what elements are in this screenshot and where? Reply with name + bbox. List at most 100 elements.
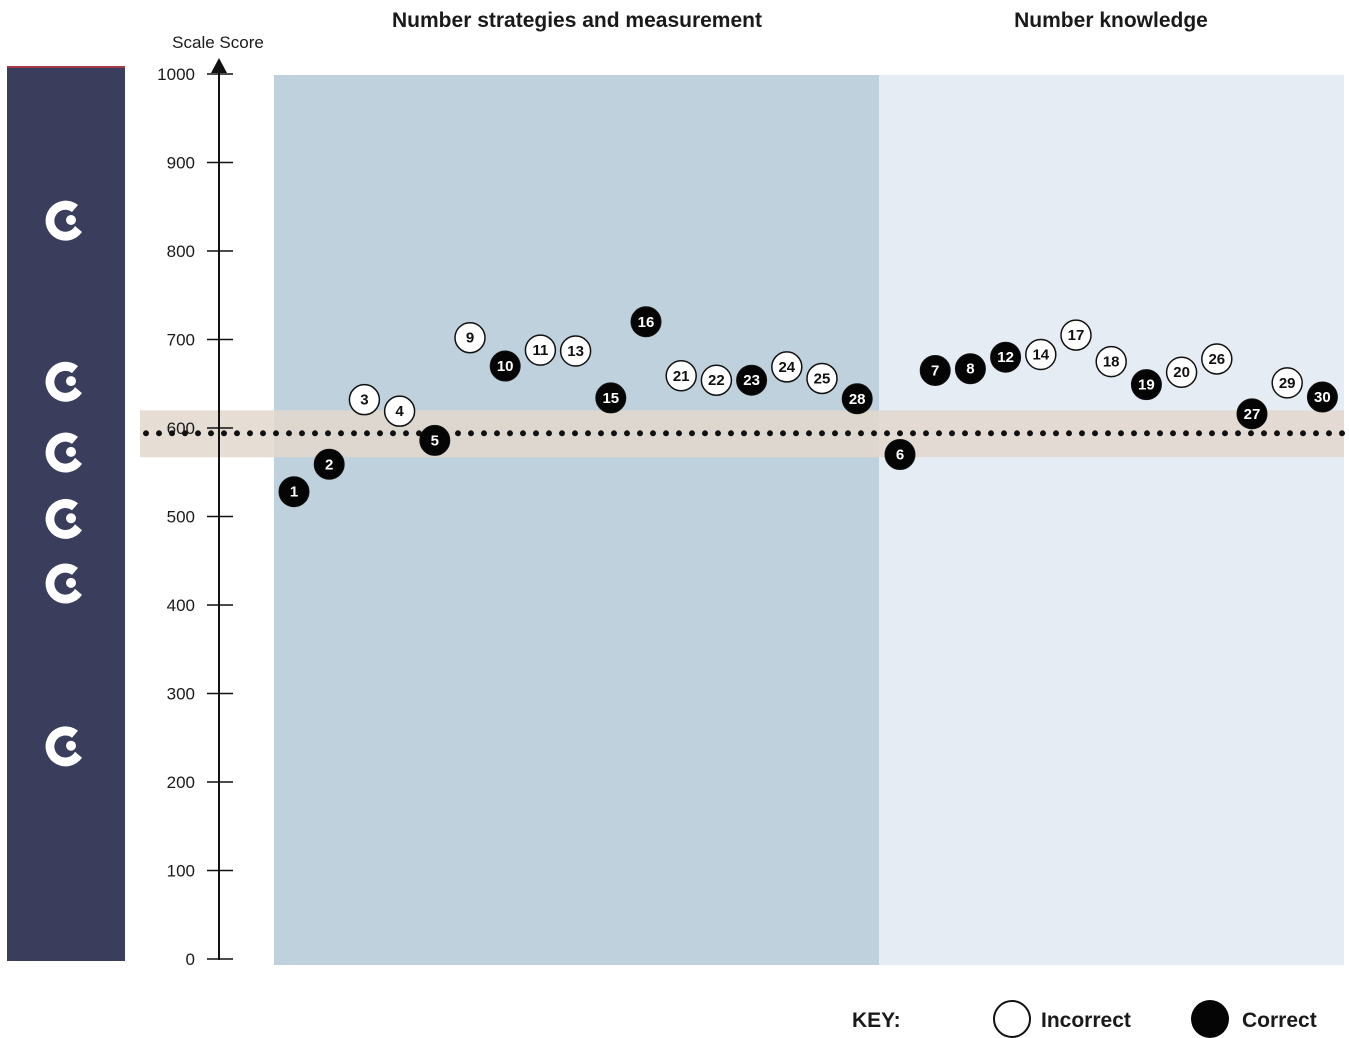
data-point-10: 10 <box>489 350 521 382</box>
data-point-15: 15 <box>595 382 627 414</box>
data-point-label: 30 <box>1314 389 1331 406</box>
data-point-label: 9 <box>466 330 474 347</box>
data-point-20: 20 <box>1165 356 1198 388</box>
data-point-marker <box>595 382 627 414</box>
data-point-label: 15 <box>602 390 619 407</box>
data-point-16: 16 <box>630 306 662 338</box>
section-band-number-strategies <box>274 75 879 965</box>
data-point-marker <box>1201 343 1233 375</box>
data-point-24: 24 <box>771 351 803 383</box>
data-point-marker <box>665 360 697 392</box>
data-point-1: 1 <box>278 476 310 508</box>
data-point-14: 14 <box>1025 338 1057 371</box>
data-point-4: 4 <box>383 395 416 427</box>
y-tick-label: 400 <box>167 596 195 615</box>
data-point-label: 17 <box>1068 327 1085 344</box>
data-point-marker <box>1060 319 1092 351</box>
data-point-25: 25 <box>806 362 838 395</box>
data-point-8: 8 <box>954 353 986 385</box>
data-point-2: 2 <box>313 448 345 480</box>
data-point-label: 26 <box>1208 351 1225 368</box>
data-point-29: 29 <box>1271 367 1303 399</box>
data-point-30: 30 <box>1306 381 1338 413</box>
koru-icon <box>45 361 82 402</box>
data-point-marker <box>771 351 803 383</box>
data-point-marker <box>489 350 521 382</box>
data-point-marker <box>1306 381 1338 413</box>
data-point-5: 5 <box>419 424 451 456</box>
data-point-marker <box>1095 345 1127 378</box>
data-point-marker <box>524 334 557 366</box>
y-tick-label: 1000 <box>157 65 195 84</box>
data-point-marker <box>806 362 838 395</box>
data-point-marker <box>419 424 451 456</box>
data-point-label: 11 <box>532 342 548 359</box>
data-point-6: 6 <box>884 439 916 471</box>
y-tick-label: 0 <box>186 950 195 969</box>
legend-correct-marker <box>1191 1000 1229 1038</box>
data-point-18: 18 <box>1095 345 1127 378</box>
data-point-marker <box>1236 398 1268 430</box>
data-point-27: 27 <box>1236 398 1268 430</box>
data-point-marker <box>1025 338 1057 371</box>
data-point-marker <box>954 353 986 385</box>
data-point-12: 12 <box>990 341 1022 373</box>
curriculum-level-sidebar <box>7 67 125 961</box>
data-point-label: 5 <box>431 432 439 449</box>
y-tick-label: 500 <box>167 508 195 527</box>
legend: KEY: Incorrect Correct <box>852 1000 1317 1038</box>
data-point-13: 13 <box>559 335 592 367</box>
y-tick-label: 100 <box>167 862 195 881</box>
y-tick-label: 800 <box>167 242 195 261</box>
data-point-marker <box>383 395 416 427</box>
y-tick-label: 200 <box>167 773 195 792</box>
section-title-number-knowledge: Number knowledge <box>1014 9 1208 32</box>
y-tick-label: 700 <box>167 331 195 350</box>
data-point-9: 9 <box>454 321 486 354</box>
data-point-28: 28 <box>841 383 873 415</box>
data-point-marker <box>736 364 768 396</box>
koru-icon <box>45 200 82 241</box>
data-point-marker <box>348 383 381 416</box>
data-point-label: 16 <box>638 314 655 331</box>
data-point-marker <box>841 383 873 415</box>
data-point-label: 14 <box>1032 347 1049 364</box>
data-point-marker <box>1165 356 1198 388</box>
data-point-3: 3 <box>348 383 381 416</box>
data-point-marker <box>1130 369 1162 401</box>
data-point-label: 25 <box>814 370 831 387</box>
data-point-marker <box>1271 367 1303 399</box>
data-point-label: 7 <box>931 362 939 379</box>
data-point-label: 23 <box>743 372 760 389</box>
data-point-label: 4 <box>395 403 404 420</box>
koru-icon <box>45 726 82 767</box>
data-point-marker <box>884 439 916 471</box>
data-point-label: 20 <box>1173 364 1190 381</box>
data-point-label: 12 <box>997 349 1014 366</box>
data-point-11: 11 <box>524 334 557 366</box>
data-point-label: 21 <box>673 368 690 385</box>
y-tick-label: 900 <box>167 154 195 173</box>
data-point-marker <box>919 354 951 386</box>
data-point-label: 13 <box>567 343 584 360</box>
legend-incorrect-label: Incorrect <box>1041 1009 1131 1032</box>
data-point-label: 10 <box>497 358 514 375</box>
data-point-label: 19 <box>1138 377 1155 394</box>
y-axis-arrow-icon <box>211 58 227 73</box>
koru-icon <box>45 432 82 473</box>
data-point-26: 26 <box>1201 343 1233 375</box>
koru-icon <box>45 563 82 604</box>
data-point-label: 22 <box>708 372 725 389</box>
data-point-marker <box>700 364 733 396</box>
koru-icon <box>45 498 82 539</box>
data-point-label: 18 <box>1103 354 1120 371</box>
data-point-marker <box>559 335 592 367</box>
data-point-19: 19 <box>1130 369 1162 401</box>
data-point-marker <box>454 321 486 354</box>
data-point-marker <box>313 448 345 480</box>
data-point-label: 3 <box>360 392 368 409</box>
y-tick-label: 300 <box>167 685 195 704</box>
data-point-label: 2 <box>325 456 333 473</box>
section-title-number-strategies: Number strategies and measurement <box>392 9 762 32</box>
